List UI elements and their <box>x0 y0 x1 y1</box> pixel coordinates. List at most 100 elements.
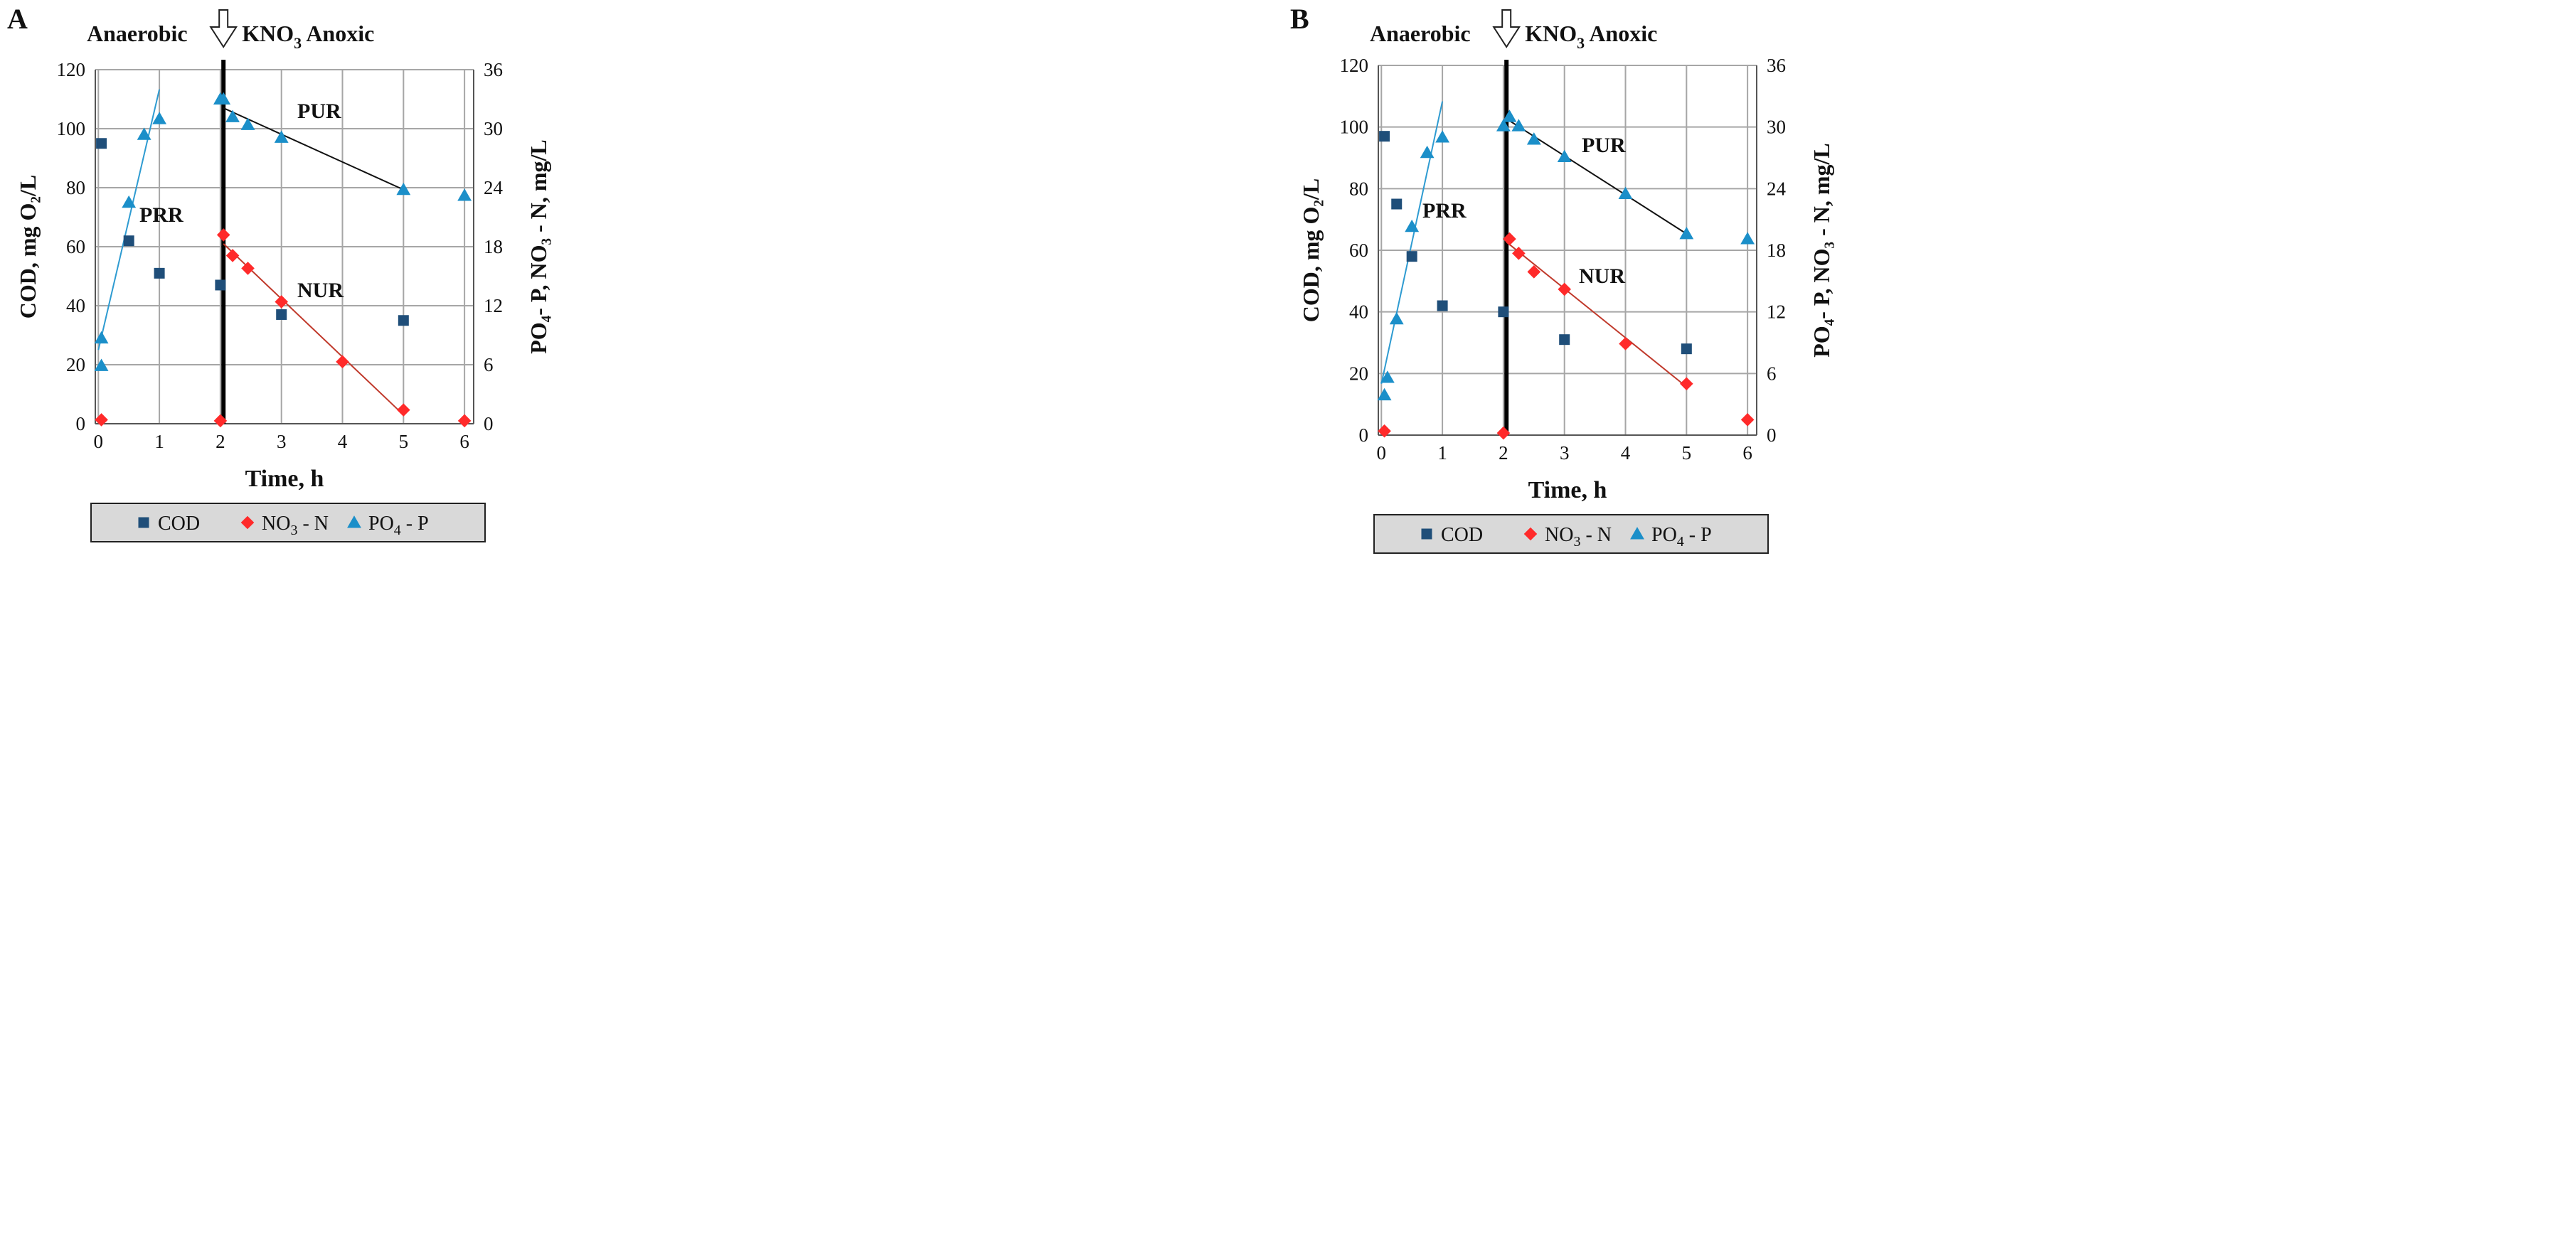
data-point-triangle <box>1377 387 1392 401</box>
data-point-diamond <box>397 403 410 417</box>
data-point-triangle <box>1435 130 1450 143</box>
data-point-diamond <box>241 262 255 275</box>
kno3-label: KNO3 Anoxic <box>1525 21 1657 52</box>
data-point-triangle <box>225 109 240 122</box>
y-left-axis-title: COD, mg O₂/L <box>1298 178 1324 322</box>
y-right-axis-title: PO₄- P, NO₃ - N, mg/L <box>1809 143 1834 358</box>
data-point-triangle <box>122 195 137 208</box>
series-po4p <box>94 92 472 371</box>
y-right-tick-label: 36 <box>484 59 503 80</box>
data-point-triangle <box>1618 186 1633 199</box>
nur-label: NUR <box>297 279 344 302</box>
y-right-tick-label: 24 <box>1767 178 1787 199</box>
x-tick-label: 5 <box>1682 442 1692 464</box>
data-point-square <box>1681 343 1692 355</box>
y-left-tick-label: 0 <box>76 413 86 434</box>
data-point-diamond <box>457 414 472 428</box>
data-point-diamond <box>275 295 289 309</box>
data-point-triangle <box>1420 145 1435 159</box>
anaerobic-label: Anaerobic <box>87 21 188 46</box>
kno3-label: KNO3 Anoxic <box>242 21 374 52</box>
gridlines <box>1378 65 1757 436</box>
y-right-axis-title: PO₄- P, NO₃ - N, mg/L <box>526 139 551 354</box>
data-point-triangle <box>1740 232 1755 245</box>
legend-label: NO3 - N <box>262 513 329 538</box>
data-point-square <box>123 235 134 247</box>
trendline-pur <box>223 107 404 191</box>
kno3-subscript: 3 <box>294 34 302 52</box>
data-point-diamond <box>225 249 240 262</box>
anoxic-text: Anoxic <box>1585 21 1657 46</box>
data-point-triangle <box>457 188 472 201</box>
y-left-tick-label: 80 <box>1349 178 1368 199</box>
data-point-triangle <box>1679 226 1694 240</box>
legend-text: - N <box>297 513 329 535</box>
legend-box <box>90 503 486 542</box>
prr-label: PRR <box>1422 199 1467 223</box>
gridlines <box>95 69 474 424</box>
anoxic-text: Anoxic <box>302 21 374 46</box>
x-tick-label: 4 <box>338 431 348 452</box>
x-tick-label: 3 <box>277 431 287 452</box>
x-tick-label: 5 <box>399 431 409 452</box>
legend-marker-square <box>138 517 149 528</box>
y-right-tick-label: 36 <box>1767 55 1786 76</box>
y-right-tick-label: 18 <box>1767 240 1786 261</box>
legend-subscript: 4 <box>1677 534 1684 550</box>
y-right-tick-label: 6 <box>1767 363 1777 384</box>
legend-box <box>1373 514 1769 554</box>
legend-marker-triangle <box>1630 527 1644 540</box>
y-right-tick-label: 30 <box>484 118 503 139</box>
data-point-triangle <box>216 92 231 105</box>
data-point-triangle <box>240 117 255 130</box>
data-point-square <box>1379 131 1390 142</box>
legend-text: - N <box>1580 524 1612 546</box>
x-axis-title: Time, h <box>245 466 324 492</box>
legend-marker-triangle <box>347 515 361 528</box>
trendline-nur <box>1506 241 1687 387</box>
data-point-diamond <box>213 414 228 428</box>
down-arrow-icon <box>1492 9 1521 48</box>
data-point-triangle <box>1389 311 1404 325</box>
y-right-tick-label: 30 <box>1767 117 1786 138</box>
legend-label: COD <box>158 513 200 535</box>
legend-text: - P <box>1684 524 1712 546</box>
y-left-tick-label: 60 <box>66 236 85 257</box>
y-left-tick-label: 20 <box>66 354 85 375</box>
y-right-tick-label: 12 <box>1767 301 1786 323</box>
data-point-square <box>1498 306 1509 318</box>
y-right-tick-label: 24 <box>484 177 504 198</box>
y-right-tick-label: 18 <box>484 236 503 257</box>
nur-label: NUR <box>1579 264 1625 288</box>
y-left-tick-label: 120 <box>57 59 86 80</box>
y-right-tick-label: 0 <box>1767 424 1777 446</box>
x-tick-label: 1 <box>1437 442 1447 464</box>
x-tick-label: 4 <box>1621 442 1631 464</box>
y-left-axis-title: COD, mg O₂/L <box>15 175 41 319</box>
legend-subscript: 4 <box>394 523 401 538</box>
kno3-text: KNO <box>1525 21 1577 46</box>
x-tick-label: 3 <box>1560 442 1570 464</box>
data-point-diamond <box>1378 424 1391 438</box>
legend-text: PO <box>1651 524 1677 546</box>
data-point-triangle <box>137 127 151 140</box>
kno3-subscript: 3 <box>1577 34 1585 52</box>
data-point-diamond <box>1740 413 1755 427</box>
legend-text: NO <box>262 513 290 535</box>
data-point-square <box>1406 251 1417 262</box>
y-left-tick-label: 80 <box>66 177 85 198</box>
panel-label: A <box>7 3 28 35</box>
x-tick-label: 2 <box>1499 442 1508 464</box>
y-left-tick-label: 100 <box>57 118 86 139</box>
y-right-tick-label: 0 <box>484 413 494 434</box>
legend-label: PO4 - P <box>368 513 429 538</box>
x-axis-title: Time, h <box>1528 477 1607 503</box>
legend: COD NO3 - N PO4 - P <box>90 503 486 542</box>
y-left-tick-label: 120 <box>1340 55 1369 76</box>
legend-marker-diamond <box>240 515 255 530</box>
data-point-diamond <box>1503 232 1516 246</box>
panel-label: B <box>1290 3 1309 35</box>
data-point-square <box>276 309 287 320</box>
data-point-diamond <box>1680 377 1693 391</box>
